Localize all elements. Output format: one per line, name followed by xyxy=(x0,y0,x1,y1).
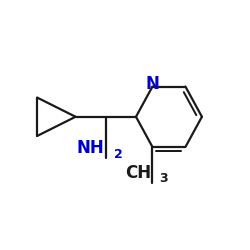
Text: N: N xyxy=(146,75,160,93)
Text: 2: 2 xyxy=(114,148,123,161)
Text: CH: CH xyxy=(125,164,151,182)
Text: NH: NH xyxy=(77,140,104,158)
Text: 3: 3 xyxy=(159,172,168,186)
